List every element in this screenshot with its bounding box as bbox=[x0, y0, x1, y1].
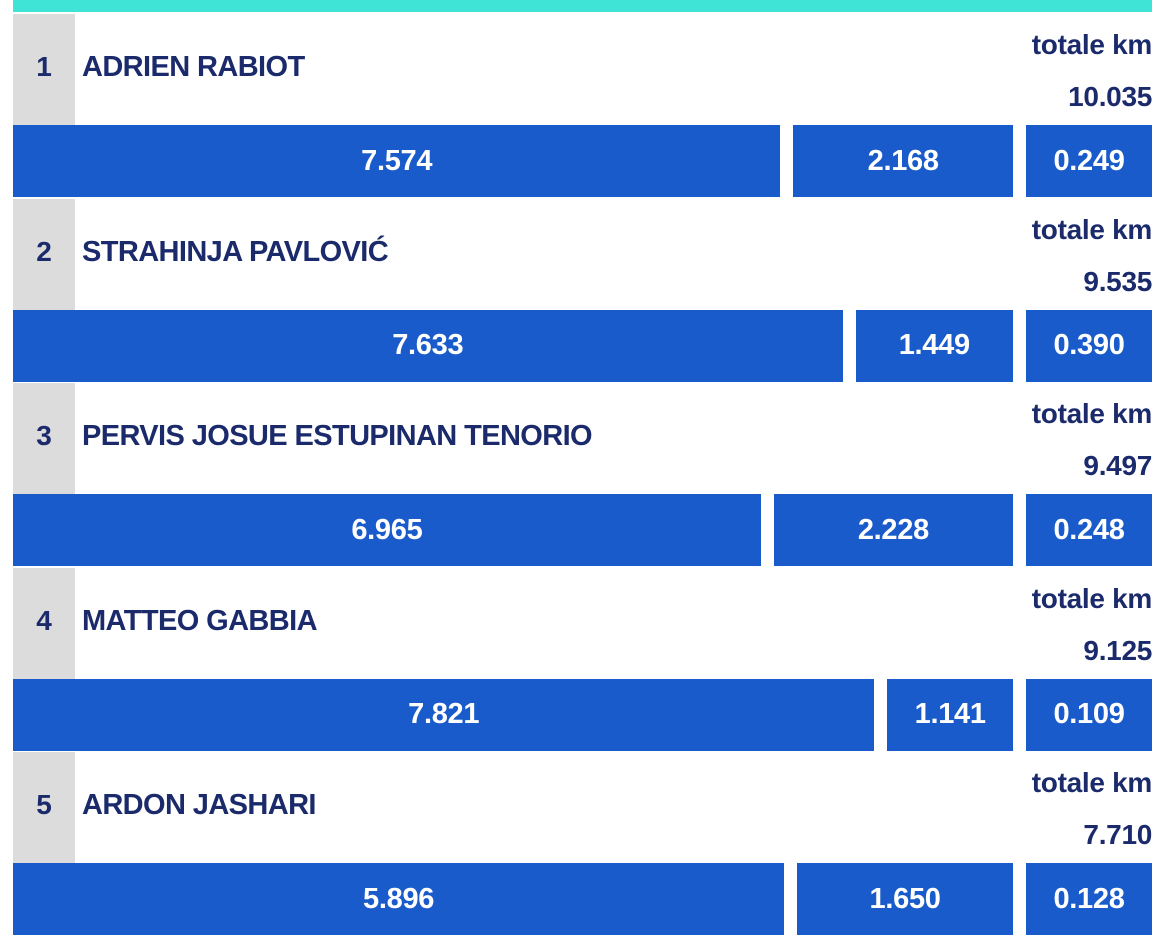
rank-box bbox=[13, 567, 75, 679]
segment-bar: 1.141 bbox=[887, 678, 1013, 751]
segment-bar: 7.633 bbox=[13, 309, 843, 382]
total-km: 7.710 bbox=[1083, 819, 1152, 850]
rank-box bbox=[13, 383, 75, 494]
segment-bar: 2.168 bbox=[793, 125, 1013, 197]
total-label: totale km bbox=[1031, 213, 1153, 245]
rank: 4 bbox=[36, 604, 52, 636]
total-km: 9.497 bbox=[1083, 450, 1152, 481]
segment-bar: 0.128 bbox=[1026, 863, 1152, 935]
segment-bar: 2.228 bbox=[773, 494, 1013, 566]
rank: 2 bbox=[36, 235, 52, 267]
top-accent bbox=[13, 0, 1152, 12]
segment-bar: 1.449 bbox=[855, 309, 1013, 382]
player-name: STRAHINJA PAVLOVIĆ bbox=[82, 235, 389, 268]
rank-box bbox=[13, 752, 75, 863]
total-km: 10.035 bbox=[1068, 81, 1152, 112]
segment-bar: 1.650 bbox=[797, 863, 1013, 935]
rank: 5 bbox=[36, 789, 52, 820]
segment-bar: 0.390 bbox=[1026, 309, 1152, 382]
player-name: ADRIEN RABIOT bbox=[82, 51, 305, 83]
segment-bar: 7.574 bbox=[13, 125, 781, 197]
player-name: MATTEO GABBIA bbox=[82, 604, 318, 637]
segment-bar: 0.248 bbox=[1026, 494, 1152, 566]
rank-box bbox=[13, 198, 75, 310]
player-name: PERVIS JOSUE ESTUPINAN TENORIO bbox=[82, 420, 593, 452]
rank: 1 bbox=[36, 51, 52, 82]
segment-bar: 7.821 bbox=[13, 678, 875, 751]
rank: 3 bbox=[36, 420, 52, 451]
segment-bar: 6.965 bbox=[13, 494, 761, 566]
total-km: 9.535 bbox=[1083, 265, 1152, 297]
total-km: 9.125 bbox=[1083, 634, 1152, 666]
rank-box bbox=[13, 14, 75, 125]
total-label: totale km bbox=[1031, 767, 1153, 798]
segment-bar: 5.896 bbox=[13, 863, 785, 935]
segment-bar: 0.109 bbox=[1026, 678, 1152, 751]
total-label: totale km bbox=[1031, 398, 1153, 429]
total-label: totale km bbox=[1031, 29, 1153, 60]
total-label: totale km bbox=[1031, 582, 1153, 614]
player-name: ARDON JASHARI bbox=[82, 789, 316, 821]
segment-bar: 0.249 bbox=[1026, 125, 1152, 197]
